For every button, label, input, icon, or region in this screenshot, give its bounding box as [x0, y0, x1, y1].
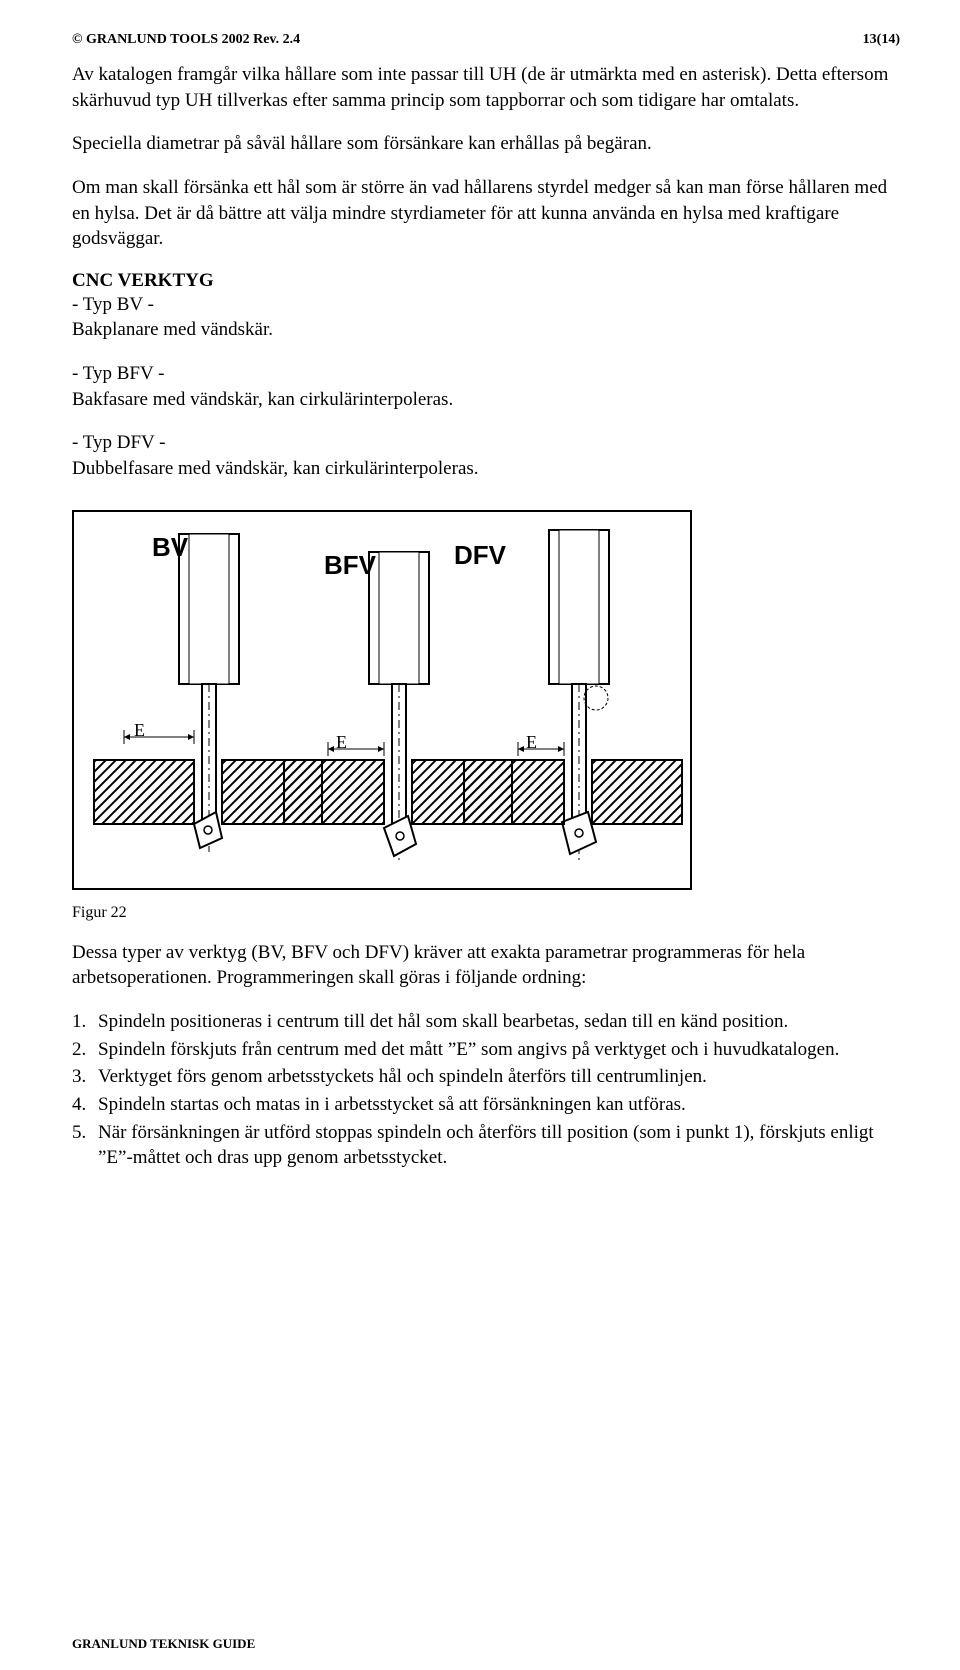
bfv-block: - Typ BFV - Bakfasare med vändskär, kan …	[72, 361, 900, 412]
page-footer: GRANLUND TEKNISK GUIDE	[72, 1636, 255, 1652]
steps-list: 1. Spindeln positioneras i centrum till …	[72, 1009, 900, 1171]
after-figure-paragraph: Dessa typer av verktyg (BV, BFV och DFV)…	[72, 940, 900, 991]
header-right: 13(14)	[863, 32, 900, 48]
cnc-section: CNC VERKTYG - Typ BV - Bakplanare med vä…	[72, 270, 900, 343]
paragraph-1: Av katalogen framgår vilka hållare som i…	[72, 62, 900, 113]
bfv-type: - Typ BFV -	[72, 361, 900, 387]
figure-caption: Figur 22	[72, 904, 900, 922]
step-text: Spindeln förskjuts från centrum med det …	[98, 1037, 900, 1063]
bv-type: - Typ BV -	[72, 292, 900, 318]
step-4: 4. Spindeln startas och matas in i arbet…	[72, 1092, 900, 1118]
step-num: 1.	[72, 1009, 98, 1035]
step-text: Verktyget förs genom arbetsstyckets hål …	[98, 1064, 900, 1090]
paragraph-2: Speciella diametrar på såväl hållare som…	[72, 131, 900, 157]
step-num: 3.	[72, 1064, 98, 1090]
step-5: 5. När försänkningen är utförd stoppas s…	[72, 1120, 900, 1171]
label-bv: BV	[152, 532, 188, 563]
bfv-desc: Bakfasare med vändskär, kan cirkulärinte…	[72, 387, 900, 413]
paragraph-3: Om man skall försänka ett hål som är stö…	[72, 175, 900, 252]
bv-desc: Bakplanare med vändskär.	[72, 317, 900, 343]
dfv-desc: Dubbelfasare med vändskär, kan cirkuläri…	[72, 456, 900, 482]
header-left: © GRANLUND TOOLS 2002 Rev. 2.4	[72, 32, 300, 48]
step-text: Spindeln startas och matas in i arbetsst…	[98, 1092, 900, 1118]
step-2: 2. Spindeln förskjuts från centrum med d…	[72, 1037, 900, 1063]
step-num: 4.	[72, 1092, 98, 1118]
tools-diagram-icon	[74, 512, 690, 888]
dfv-block: - Typ DFV - Dubbelfasare med vändskär, k…	[72, 430, 900, 481]
step-text: Spindeln positioneras i centrum till det…	[98, 1009, 900, 1035]
step-text: När försänkningen är utförd stoppas spin…	[98, 1120, 900, 1171]
label-dfv: DFV	[454, 540, 506, 571]
figure-22: BV BFV DFV	[72, 510, 692, 890]
label-bfv: BFV	[324, 550, 376, 581]
e-label-3: E	[526, 732, 537, 753]
step-1: 1. Spindeln positioneras i centrum till …	[72, 1009, 900, 1035]
step-num: 2.	[72, 1037, 98, 1063]
e-label-2: E	[336, 732, 347, 753]
cnc-title: CNC VERKTYG	[72, 270, 900, 292]
step-num: 5.	[72, 1120, 98, 1171]
step-3: 3. Verktyget förs genom arbetsstyckets h…	[72, 1064, 900, 1090]
e-label-1: E	[134, 720, 145, 741]
dfv-type: - Typ DFV -	[72, 430, 900, 456]
page-header: © GRANLUND TOOLS 2002 Rev. 2.4 13(14)	[72, 32, 900, 48]
